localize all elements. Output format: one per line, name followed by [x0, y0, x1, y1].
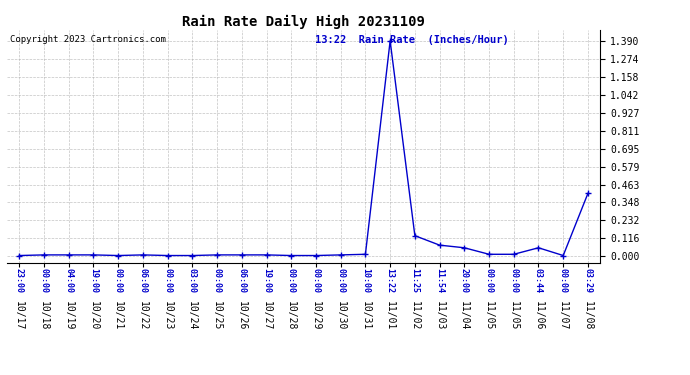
Text: 11:25: 11:25 [411, 268, 420, 293]
Text: 11/05: 11/05 [484, 302, 494, 331]
Text: 13:22: 13:22 [386, 268, 395, 293]
Text: Copyright 2023 Cartronics.com: Copyright 2023 Cartronics.com [10, 34, 166, 44]
Text: 10/20: 10/20 [88, 302, 99, 331]
Text: 04:00: 04:00 [64, 268, 73, 293]
Text: 00:00: 00:00 [559, 268, 568, 293]
Text: 00:00: 00:00 [509, 268, 518, 293]
Text: 10/28: 10/28 [286, 302, 296, 331]
Text: 19:00: 19:00 [262, 268, 271, 293]
Text: 11/02: 11/02 [410, 302, 420, 331]
Text: 11/01: 11/01 [385, 302, 395, 331]
Text: 00:00: 00:00 [114, 268, 123, 293]
Text: 11/06: 11/06 [533, 302, 544, 331]
Text: 10/27: 10/27 [262, 302, 271, 331]
Text: 10/18: 10/18 [39, 302, 49, 331]
Text: 10/22: 10/22 [138, 302, 148, 331]
Text: 10/26: 10/26 [237, 302, 247, 331]
Text: 10/25: 10/25 [212, 302, 222, 331]
Text: 00:00: 00:00 [213, 268, 221, 293]
Text: 11/04: 11/04 [460, 302, 469, 331]
Text: 00:00: 00:00 [336, 268, 345, 293]
Text: 13:22  Rain Rate  (Inches/Hour): 13:22 Rain Rate (Inches/Hour) [315, 34, 509, 45]
Text: 11/07: 11/07 [558, 302, 568, 331]
Text: 03:44: 03:44 [534, 268, 543, 293]
Text: 10/24: 10/24 [188, 302, 197, 331]
Text: 00:00: 00:00 [484, 268, 493, 293]
Text: 00:00: 00:00 [39, 268, 48, 293]
Text: 10/31: 10/31 [360, 302, 371, 331]
Text: 11/03: 11/03 [435, 302, 444, 331]
Text: 10/21: 10/21 [113, 302, 123, 331]
Text: 23:00: 23:00 [14, 268, 23, 293]
Text: 10/29: 10/29 [311, 302, 321, 331]
Text: 11/08: 11/08 [583, 302, 593, 331]
Text: 00:00: 00:00 [311, 268, 320, 293]
Text: 11:54: 11:54 [435, 268, 444, 293]
Text: 03:00: 03:00 [188, 268, 197, 293]
Text: 10/19: 10/19 [63, 302, 74, 331]
Text: 10:00: 10:00 [361, 268, 370, 293]
Text: 20:00: 20:00 [460, 268, 469, 293]
Title: Rain Rate Daily High 20231109: Rain Rate Daily High 20231109 [182, 15, 425, 29]
Text: 10/30: 10/30 [336, 302, 346, 331]
Text: 06:00: 06:00 [139, 268, 148, 293]
Text: 10/23: 10/23 [163, 302, 172, 331]
Text: 10/17: 10/17 [14, 302, 24, 331]
Text: 06:00: 06:00 [237, 268, 246, 293]
Text: 11/05: 11/05 [509, 302, 519, 331]
Text: 19:00: 19:00 [89, 268, 98, 293]
Text: 03:29: 03:29 [584, 268, 593, 293]
Text: 00:00: 00:00 [163, 268, 172, 293]
Text: 00:00: 00:00 [287, 268, 296, 293]
